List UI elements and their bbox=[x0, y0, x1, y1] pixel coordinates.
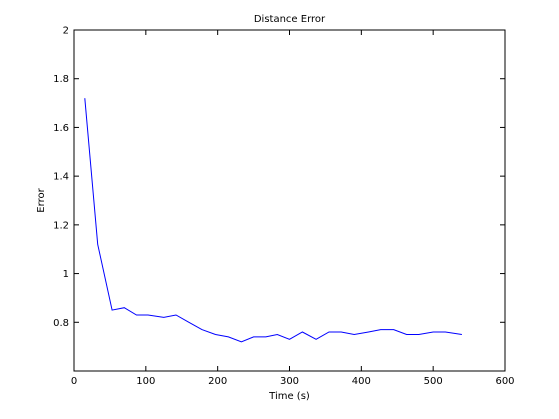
x-tick-label: 300 bbox=[280, 376, 299, 387]
y-axis-label: Error bbox=[36, 187, 47, 212]
y-tick-label: 1.6 bbox=[53, 123, 69, 134]
x-axis-label: Time (s) bbox=[268, 391, 310, 402]
x-tick-label: 500 bbox=[424, 376, 443, 387]
axis-ticks: 0 100 200 300 400 500 600 0.8 1 1.2 1.4 1.6 1.8 2 bbox=[53, 26, 514, 388]
plot-area bbox=[73, 29, 506, 372]
y-tick-label: 0.8 bbox=[53, 318, 69, 329]
x-tick-label: 100 bbox=[136, 376, 155, 387]
x-tick-label: 200 bbox=[208, 376, 227, 387]
x-tick-label: 0 bbox=[71, 376, 77, 387]
series-layer bbox=[84, 98, 462, 343]
series-line bbox=[84, 98, 462, 343]
y-tick-label: 1 bbox=[63, 269, 69, 280]
y-tick-label: 1.2 bbox=[53, 220, 69, 231]
chart-title: Distance Error bbox=[254, 14, 326, 25]
y-tick-label: 1.4 bbox=[53, 172, 69, 183]
x-tick-label: 400 bbox=[352, 376, 371, 387]
x-tick-label: 600 bbox=[495, 376, 514, 387]
y-tick-label: 2 bbox=[63, 26, 69, 37]
y-tick-label: 1.8 bbox=[53, 74, 69, 85]
